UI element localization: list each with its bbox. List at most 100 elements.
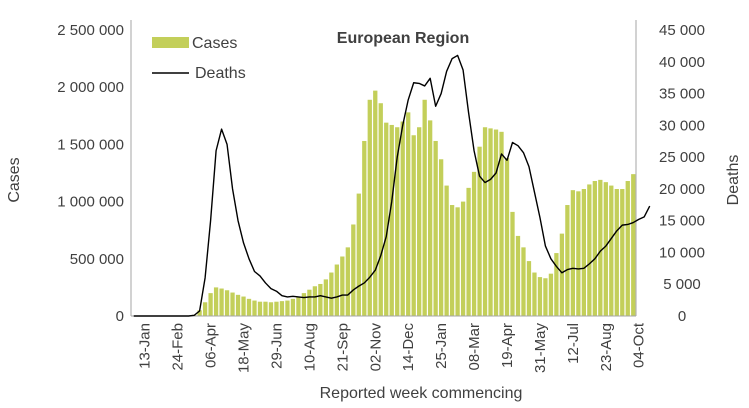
y-axis-title: Cases [6,157,23,202]
x-tick-label: 29-Jun [268,323,285,369]
x-tick-label: 31-May [532,323,549,374]
cases-bar [510,211,515,316]
x-tick-label: 08-Mar [466,323,483,371]
x-tick-label: 23-Aug [598,323,615,371]
cases-bar [592,181,597,316]
cases-bar [296,296,301,316]
cases-bar [625,181,630,316]
x-tick-label: 12-Jul [565,323,582,364]
y-tick-label: 500 000 [70,251,124,268]
y2-tick-label: 35 000 [659,86,705,103]
y-tick-label: 1 000 000 [57,194,124,211]
cases-bar [301,293,307,316]
cases-bar [466,187,471,316]
cases-bar [285,300,290,316]
y-tick-label: 1 500 000 [57,136,124,153]
cases-bar [395,127,400,317]
cases-bar [208,293,213,316]
cases-bar [340,256,345,316]
cases-bar [565,205,570,316]
cases-bar [548,273,554,316]
cases-bar [537,277,543,316]
cases-bar [241,296,246,316]
y2-axis-ticks: 0 5 000 10 000 15 000 20 000 25 000 30 000 35 0… [659,22,705,325]
cases-bar [620,189,625,316]
cases-bar [356,193,361,316]
x-tick-label: 19-Apr [499,323,516,368]
x-tick-label: 18-May [236,323,253,374]
cases-bar [499,131,504,316]
cases-bar [477,146,482,316]
cases-bar [257,301,263,316]
cases-bar [488,128,493,316]
x-tick-label: 10-Aug [301,323,318,371]
chart-title: European Region [337,30,469,47]
cases-bar [449,205,455,316]
cases-bar [219,288,224,316]
cases-bar [543,278,548,316]
cases-bar [334,264,339,316]
y-tick-label: 2 000 000 [57,79,124,96]
legend: Cases Deaths [152,35,246,82]
cases-bar [213,287,219,316]
cases-bar [373,90,378,316]
cases-bar [428,120,433,316]
axes [130,20,637,317]
cases-bar [307,289,312,316]
cases-bar [263,301,268,316]
y-tick-label: 0 [116,308,124,325]
cases-bar [603,182,608,316]
cases-bar [433,140,438,316]
cases-bars [191,90,636,317]
x-tick-label: 21-Sep [334,323,351,371]
cases-bar [197,310,202,316]
y2-tick-label: 25 000 [659,149,705,166]
cases-bar [570,190,576,316]
x-tick-label: 06-Apr [203,323,220,368]
cases-bar [515,235,521,316]
y2-tick-label: 15 000 [659,213,705,230]
cases-bar [312,286,318,316]
cases-bar [598,179,603,316]
y2-tick-label: 45 000 [659,22,705,39]
cases-bar [389,124,394,316]
cases-bar [246,298,252,316]
cases-bar [367,99,372,316]
y2-tick-label: 5 000 [663,276,701,293]
cases-bar [554,253,559,316]
cases-bar [345,247,350,316]
cases-bar [378,103,383,316]
cases-bar [471,171,477,316]
cases-bar [609,185,614,316]
cases-bar [230,292,235,316]
cases-bar [411,135,416,316]
cases-bar [323,279,329,316]
y2-axis-title: Deaths [725,155,742,206]
cases-bar [521,247,526,316]
y2-tick-label: 40 000 [659,54,705,71]
cases-bar [329,272,334,316]
cases-bar [318,283,323,316]
cases-bar [444,185,449,316]
y-tick-label: 2 500 000 [57,22,124,39]
cases-bar [351,224,356,316]
cases-bar [614,189,619,316]
cases-bar [274,301,279,316]
y-axis-ticks: 0 500 000 1 000 000 1 500 000 2 000 000 2 500… [57,22,124,325]
cases-bar [235,294,241,316]
cases-bar [587,184,592,316]
cases-bar [252,300,257,316]
x-tick-label: 25-Jan [433,323,450,369]
x-tick-label: 13-Jan [137,323,154,369]
cases-bar [631,174,636,316]
cases-bar [460,201,466,316]
y2-tick-label: 20 000 [659,181,705,198]
cases-bar [581,189,586,316]
x-tick-label: 04-Oct [631,322,648,368]
legend-cases-swatch [152,37,189,48]
cases-bar [504,158,510,316]
cases-bar [279,301,285,316]
cases-bar [268,302,274,316]
cases-bar [406,112,411,317]
